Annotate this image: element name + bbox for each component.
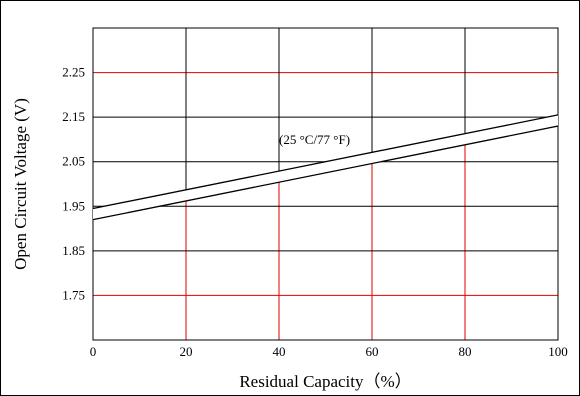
tick-labels: 0 20 40 60 80 100 1.75 1.85 1.95 2.05 2.15 2.25 bbox=[62, 65, 568, 359]
y-axis-label: Open Circuit Voltage (V) bbox=[11, 98, 30, 270]
y-tick-label-2_15: 2.15 bbox=[62, 109, 85, 124]
temperature-annotation: (25 °C/77 °F) bbox=[279, 132, 350, 147]
y-tick-label-2_05: 2.05 bbox=[62, 154, 85, 169]
y-tick-label-1_95: 1.95 bbox=[62, 198, 85, 213]
series-line-2 bbox=[92, 125, 559, 221]
red-gridlines bbox=[93, 72, 558, 340]
series-band bbox=[93, 114, 558, 220]
series-lines bbox=[92, 114, 559, 221]
y-tick-label-2_25: 2.25 bbox=[62, 65, 85, 80]
x-tick-label-20: 20 bbox=[180, 344, 193, 359]
plot-border bbox=[92, 27, 559, 341]
x-tick-label-60: 60 bbox=[366, 344, 379, 359]
x-tick-label-100: 100 bbox=[548, 344, 568, 359]
black-gridlines bbox=[93, 27, 558, 252]
x-axis-label: Residual Capacity（%） bbox=[239, 372, 411, 391]
x-tick-label-80: 80 bbox=[459, 344, 472, 359]
series-line-1 bbox=[92, 114, 559, 210]
x-tick-label-40: 40 bbox=[273, 344, 286, 359]
y-tick-label-1_85: 1.85 bbox=[62, 243, 85, 258]
x-tick-label-0: 0 bbox=[90, 344, 97, 359]
y-tick-label-1_75: 1.75 bbox=[62, 287, 85, 302]
